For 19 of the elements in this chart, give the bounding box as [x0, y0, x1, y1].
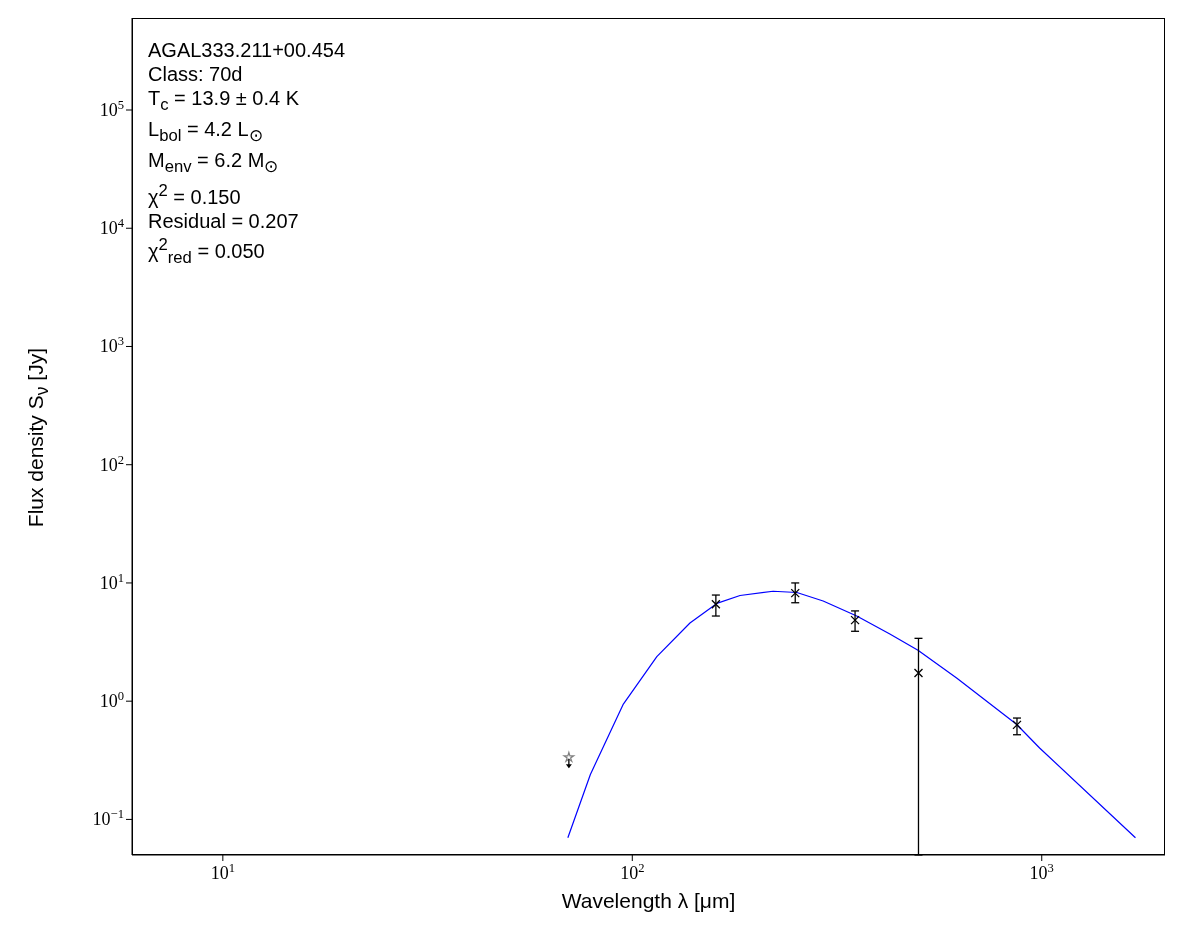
- x-tick-label: 10$^{2}$: [620, 861, 645, 883]
- annotation: Class: 70d: [148, 62, 244, 86]
- y-tick-label: 10$^{−1}$: [92, 807, 124, 830]
- annotation: Residual = 0.207: [148, 208, 300, 233]
- y-tick-label: 10$^{3}$: [99, 334, 124, 357]
- annotation: χ$^{2}$ = 0.150: [148, 180, 242, 209]
- annotation: AGAL333.211+00.454: [148, 38, 346, 62]
- y-tick-label: 10$^{2}$: [99, 452, 124, 475]
- x-tick-label: 10$^{3}$: [1029, 861, 1054, 883]
- annotation: L$_{bol}$ = 4.2 L$_{⊙}$: [148, 117, 264, 147]
- y-tick-label: 10$^{1}$: [99, 570, 124, 593]
- annotation: M$_{env}$ = 6.2 M$_{⊙}$: [148, 148, 280, 178]
- y-tick-label: 10$^{4}$: [99, 216, 125, 239]
- annotation: χ$^{2}$$_{red}$ = 0.050: [148, 233, 266, 269]
- annotation: T$_{c}$ = 13.9 ± 0.4 K: [148, 86, 301, 116]
- y-tick-label: 10$^{0}$: [99, 689, 124, 712]
- x-tick-label: 10$^{1}$: [210, 861, 235, 883]
- y-tick-label: 10$^{5}$: [99, 98, 124, 120]
- x-axis-title: Wavelength λ [μm]: [560, 889, 737, 913]
